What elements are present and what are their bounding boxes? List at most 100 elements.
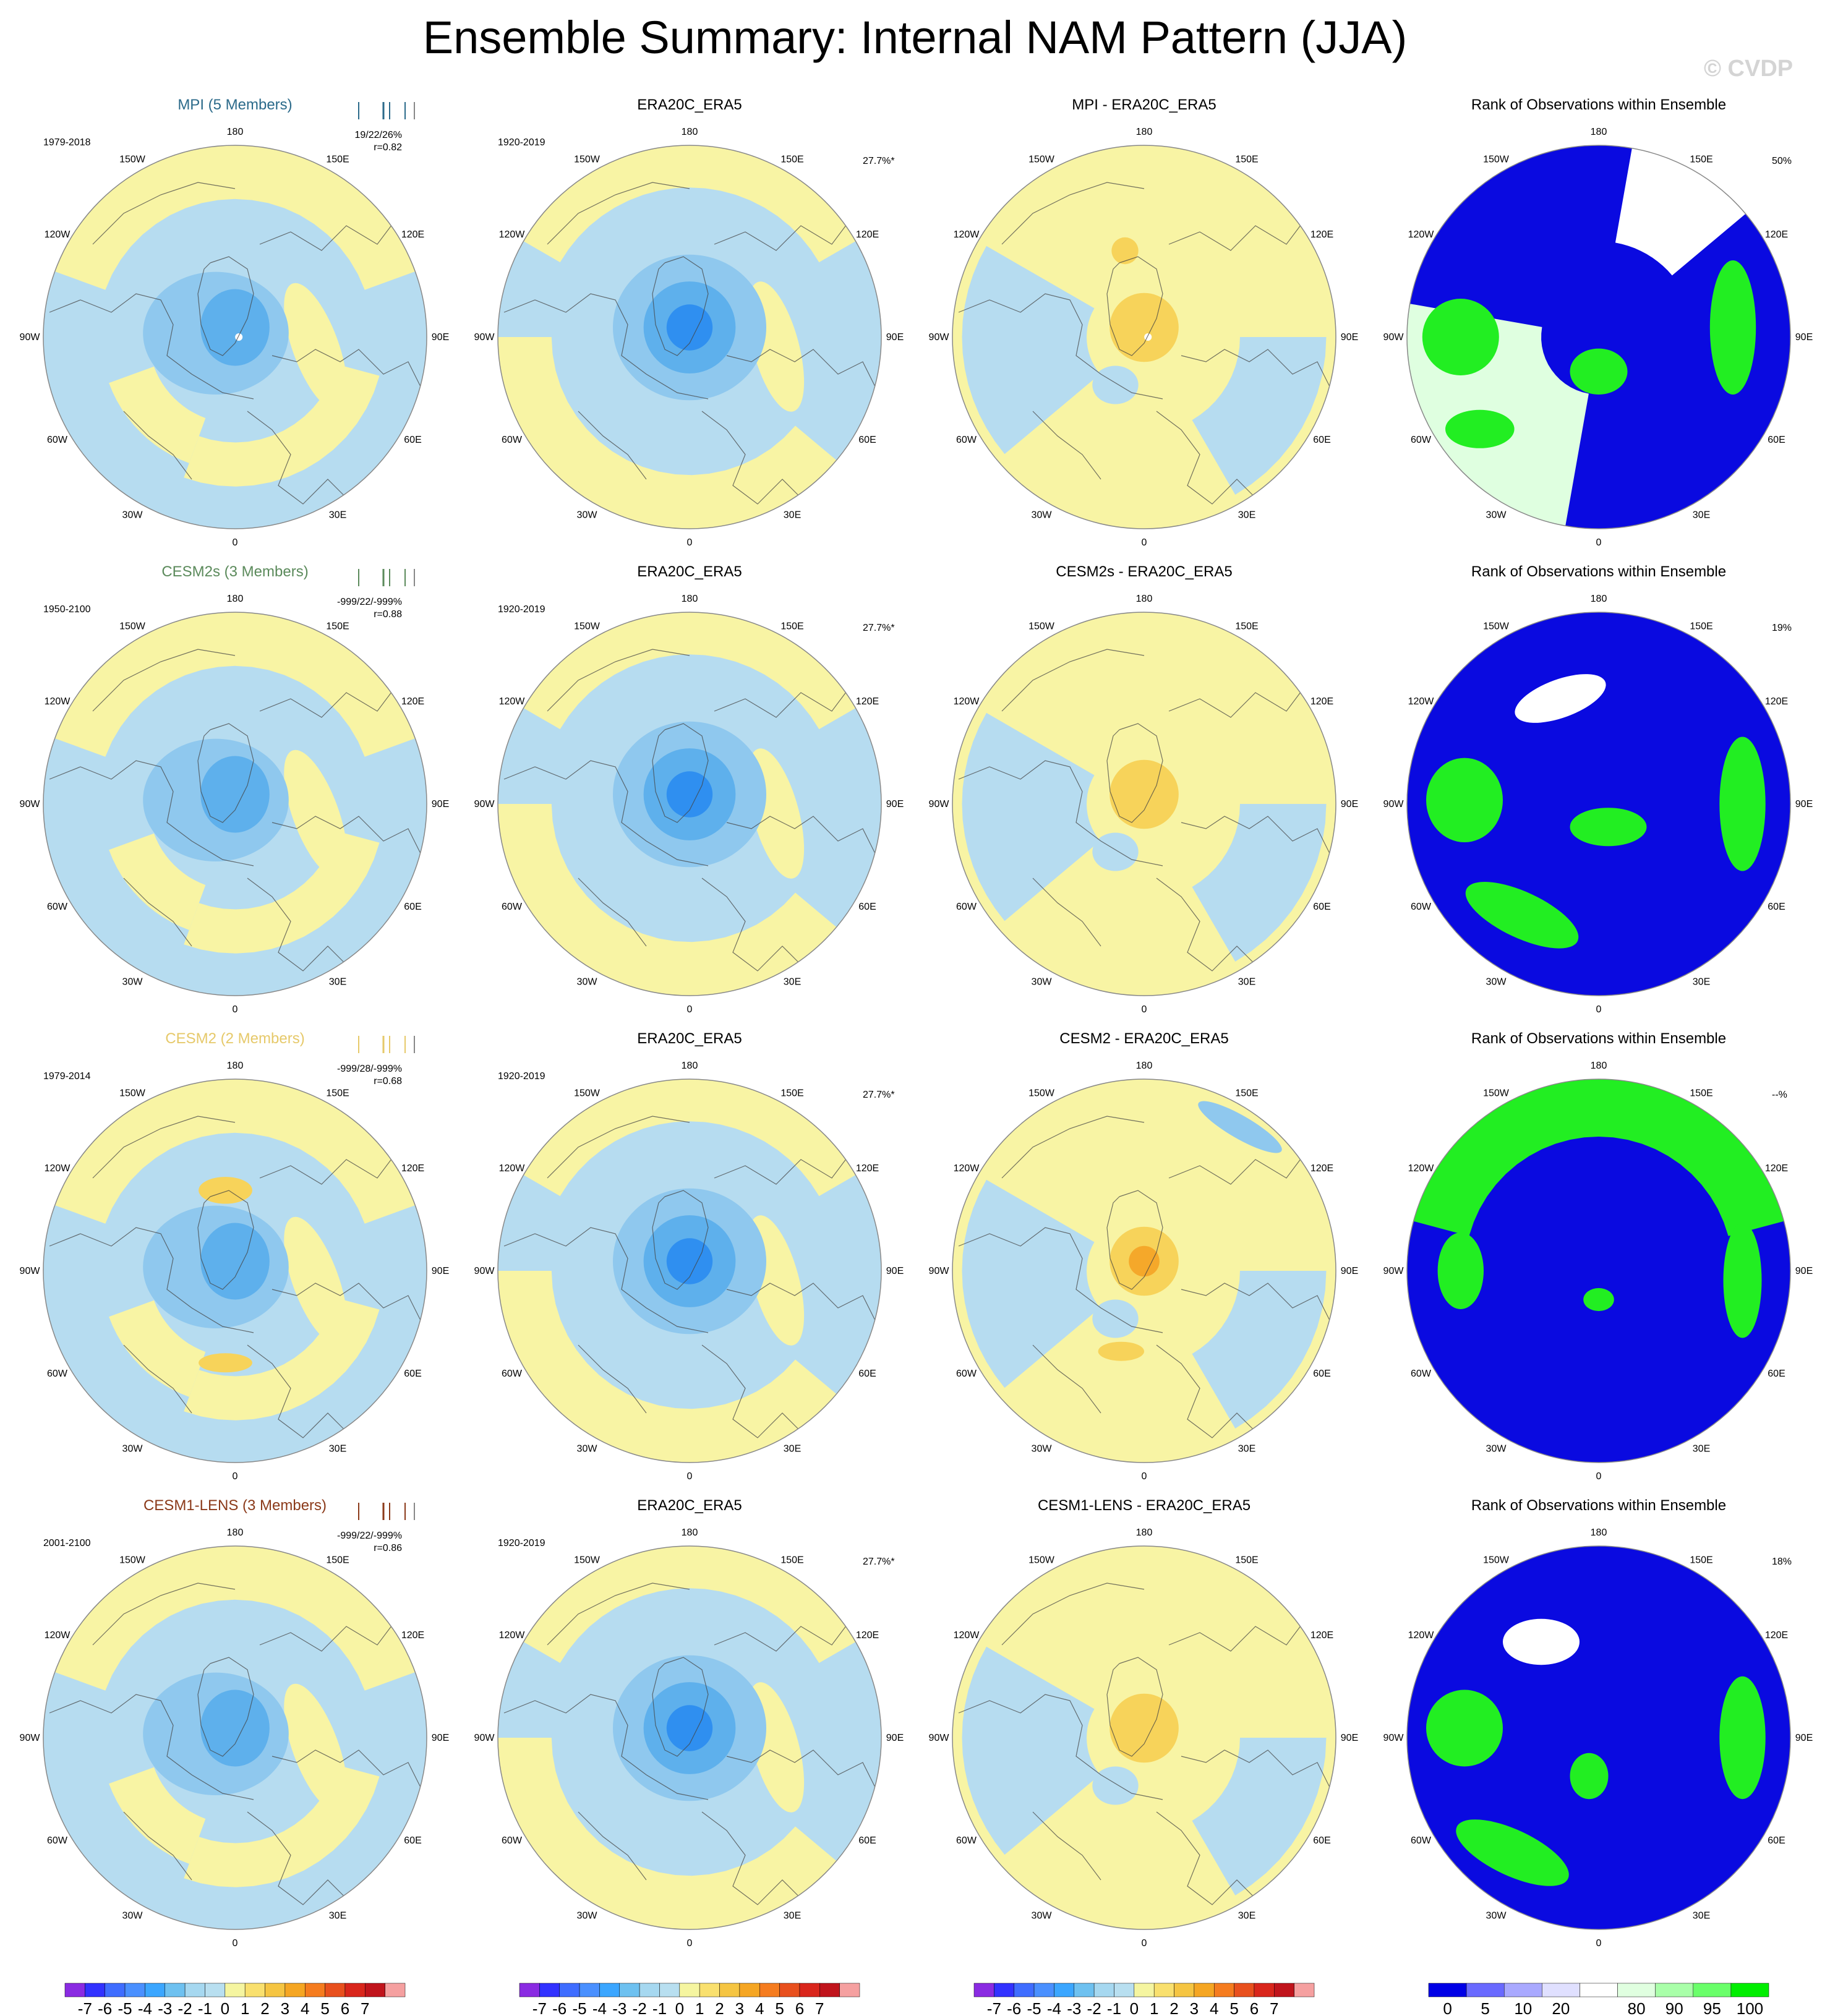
colorbar-swatch xyxy=(165,1983,186,1997)
coastline-1 xyxy=(958,293,1163,399)
longitude-label: 30W xyxy=(122,1911,143,1921)
colorbar-tick-label: 2 xyxy=(260,1999,269,2016)
longitude-label: 90E xyxy=(1795,1733,1813,1743)
longitude-label: 150W xyxy=(1028,1088,1055,1098)
longitude-label: 60W xyxy=(1411,435,1432,445)
coastline-0 xyxy=(1106,1190,1163,1290)
longitude-label: 60E xyxy=(1313,902,1330,912)
longitude-label: 30W xyxy=(1032,510,1053,521)
longitude-label: 150E xyxy=(1235,1555,1258,1565)
longitude-label: 150E xyxy=(1235,1088,1258,1098)
negative-region xyxy=(962,1646,1100,1855)
colorbar-swatch xyxy=(659,1983,680,1997)
longitude-label: 120E xyxy=(1765,229,1788,240)
period-label: 1950-2100 xyxy=(43,604,91,615)
rank-green-center xyxy=(1583,1288,1614,1312)
panel-title: CESM1-LENS (3 Members) xyxy=(143,1497,327,1514)
longitude-label: 90E xyxy=(1341,1733,1358,1743)
longitude-label: 30E xyxy=(1238,977,1255,988)
coastline-6 xyxy=(578,1344,647,1414)
map-panel: ERA20C_ERA5 180 150E 120E 90E 60E 30E 0 30W 60W 90… xyxy=(474,1497,904,1949)
map-field xyxy=(1407,145,1790,529)
colorbar-swatch xyxy=(1693,1983,1732,1997)
map-panel: CESM2s (3 Members) 180 150E 120E 90E 60E 30E 0 3… xyxy=(20,563,450,1015)
colorbar-tick-label: 1 xyxy=(695,1999,704,2016)
colorbar-swatch xyxy=(539,1983,560,1997)
longitude-label: 90E xyxy=(1795,799,1813,809)
longitude-label: 60E xyxy=(858,1369,876,1379)
longitude-label: 150W xyxy=(574,154,601,164)
stats-label: 19/22/26% xyxy=(354,130,402,140)
cvdp-credit: © CVDP xyxy=(1704,56,1794,82)
colorbar-swatch xyxy=(759,1983,780,1997)
longitude-label: 90E xyxy=(432,1266,449,1276)
longitude-label: 90E xyxy=(1341,799,1358,809)
colorbar-swatch xyxy=(819,1983,840,1997)
longitude-label: 90W xyxy=(20,332,41,343)
longitude-label: 60W xyxy=(1411,1835,1432,1846)
colorbar-tick-label: 10 xyxy=(1514,1999,1532,2016)
colorbar-swatch xyxy=(1274,1983,1294,1997)
longitude-label: 30E xyxy=(784,1911,801,1921)
positive-region xyxy=(54,1079,416,1224)
map-edge xyxy=(1406,1078,1791,1463)
colorbar-swatch xyxy=(365,1983,385,1997)
coastline-6 xyxy=(123,411,192,480)
map-edge xyxy=(43,612,427,996)
colorbar-swatch xyxy=(579,1983,600,1997)
colorbar-swatch xyxy=(599,1983,620,1997)
longitude-label: 150E xyxy=(326,1088,349,1098)
longitude-label: 90W xyxy=(1383,799,1405,809)
negative-core xyxy=(200,1223,270,1300)
map-edge xyxy=(1406,612,1791,996)
colorbar-swatch xyxy=(619,1983,640,1997)
correlation-label: r=0.88 xyxy=(374,609,402,620)
coastline-4 xyxy=(547,1116,690,1179)
colorbar-swatch xyxy=(224,1983,246,1997)
coastline-4 xyxy=(92,649,236,712)
longitude-label: 150E xyxy=(326,154,349,164)
longitude-label: 0 xyxy=(1142,537,1147,548)
positive-blob xyxy=(284,750,348,878)
longitude-label: 180 xyxy=(227,127,244,137)
rank-green-west xyxy=(1426,1689,1503,1767)
coastline-4 xyxy=(547,1582,690,1646)
longitude-label: 120E xyxy=(1765,696,1788,707)
longitude-label: 60E xyxy=(1768,1369,1785,1379)
negative-core xyxy=(666,771,713,818)
colorbar-swatch xyxy=(1234,1983,1255,1997)
map-panel: MPI (5 Members) 180 150E 120E 90E 60E 30E 0 30W 6… xyxy=(20,96,450,548)
rank-green-east xyxy=(1723,1223,1762,1338)
longitude-label: 30W xyxy=(577,977,598,988)
map-panel: Rank of Observations within Ensemble 180 1… xyxy=(1383,1030,1813,1482)
coastline-1 xyxy=(958,760,1163,866)
map-panel: Rank of Observations within Ensemble 180 1… xyxy=(1383,563,1813,1015)
longitude-label: 150E xyxy=(326,621,349,631)
panel-title: CESM2s - ERA20C_ERA5 xyxy=(1056,563,1232,580)
longitude-label: 150E xyxy=(1690,621,1712,631)
colorbar-tick-label: 5 xyxy=(1481,1999,1489,2016)
colorbar-tick-label: 0 xyxy=(221,1999,229,2016)
colorbar-swatch xyxy=(85,1983,105,1997)
colorbar-swatch xyxy=(839,1983,860,1997)
colorbar-tick-label: 4 xyxy=(755,1999,764,2016)
colorbar-swatch xyxy=(1153,1983,1174,1997)
stats-label: -999/22/-999% xyxy=(337,597,402,607)
longitude-label: 60W xyxy=(956,902,977,912)
longitude-label: 180 xyxy=(1136,594,1153,604)
coastline-4 xyxy=(1001,649,1145,712)
colorbar-swatch xyxy=(1542,1983,1580,1997)
coastline-2 xyxy=(1181,349,1330,387)
coastline-6 xyxy=(123,1811,192,1881)
negative-region xyxy=(962,246,1100,455)
coastline-1 xyxy=(49,760,254,866)
longitude-label: 0 xyxy=(687,537,693,548)
longitude-label: 120E xyxy=(1311,1163,1333,1174)
coastline-1 xyxy=(503,1227,709,1333)
rank-green-east xyxy=(1719,1676,1766,1800)
coastline-2 xyxy=(272,816,421,854)
coastline-6 xyxy=(123,1344,192,1414)
colorbar-swatch xyxy=(1617,1983,1656,1997)
